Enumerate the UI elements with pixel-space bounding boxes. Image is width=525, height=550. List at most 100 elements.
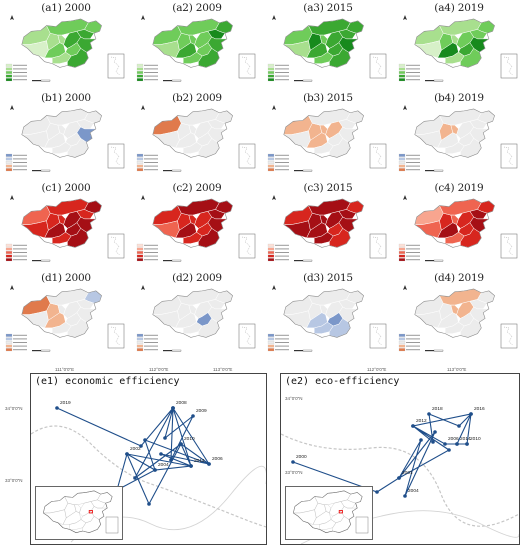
- legend-swatch: [5, 161, 13, 164]
- south-china-sea-inset: [500, 323, 518, 349]
- north-arrow-icon: [10, 15, 14, 20]
- legend-text-line: [13, 248, 27, 250]
- legend-text-line: [144, 248, 158, 250]
- china-outline: [152, 108, 233, 158]
- boundary-line: [281, 433, 519, 527]
- legend-swatch: [398, 348, 406, 352]
- trajectory-panel-eco: (e2) eco-efficiency 112°0'0"E 113°0'0"E …: [280, 367, 520, 545]
- map-panel: (d2) 2009: [135, 272, 259, 360]
- legend-swatch: [5, 243, 13, 247]
- legend-swatch: [5, 74, 13, 78]
- china-map: [398, 15, 518, 82]
- china-outline: [152, 288, 233, 338]
- map-panel-title: (b3) 2015: [303, 92, 353, 104]
- legend-swatch: [136, 333, 144, 337]
- legend-text-line: [144, 72, 158, 73]
- map-legend: [267, 63, 289, 82]
- south-china-sea-inset: [238, 143, 256, 169]
- legend-text-line: [144, 68, 158, 70]
- legend-swatch: [267, 337, 275, 341]
- map-panel: (c4) 2019: [397, 182, 521, 270]
- trajectory-point: [465, 442, 469, 446]
- north-arrow-icon: [403, 15, 407, 20]
- map-panel-title: (c1) 2000: [41, 182, 91, 194]
- map-panel: (a4) 2019: [397, 2, 521, 90]
- legend-text-line: [13, 342, 27, 343]
- year-label: 2008: [176, 401, 187, 406]
- map-panel: (a1) 2000: [4, 2, 128, 90]
- legend-swatch: [267, 78, 275, 82]
- south-china-sea-inset: [369, 323, 387, 349]
- trajectory-point: [169, 458, 173, 462]
- year-label: 2001: [402, 471, 413, 476]
- year-label: 2012: [416, 419, 427, 424]
- legend-swatch: [5, 247, 13, 251]
- legend-text-line: [275, 68, 289, 70]
- china-outline: [21, 108, 102, 158]
- china-outline: [283, 198, 364, 248]
- coord-label: 112°0'0"E: [367, 367, 387, 372]
- year-label: 2004: [158, 463, 169, 468]
- legend-swatch: [136, 153, 144, 157]
- trajectory-point: [153, 468, 157, 472]
- legend-text-line: [275, 244, 289, 246]
- map-panel: (b2) 2009: [135, 92, 259, 180]
- year-label: 2000: [296, 455, 307, 460]
- legend-text-line: [275, 342, 289, 343]
- legend-swatch: [136, 258, 144, 262]
- legend-text-line: [13, 255, 27, 257]
- map-legend: [398, 333, 420, 352]
- year-label: 2018: [432, 407, 443, 412]
- north-arrow-icon: [10, 105, 14, 110]
- map-panel: (c2) 2009: [135, 182, 259, 270]
- china-outline: [21, 288, 102, 338]
- map-panel-title: (a2) 2009: [172, 2, 222, 14]
- map-panel: (d1) 2000: [4, 272, 128, 360]
- map-panel-title: (d1) 2000: [41, 272, 91, 284]
- trajectory-point: [143, 438, 147, 442]
- map-panel-title: (b1) 2000: [41, 92, 91, 104]
- china-map: [398, 285, 518, 352]
- trajectory-point: [419, 438, 423, 442]
- legend-text-line: [13, 68, 27, 70]
- legend-text-line: [406, 169, 420, 171]
- legend-text-line: [13, 79, 27, 81]
- map-legend: [5, 63, 27, 82]
- legend-swatch: [267, 348, 275, 352]
- china-outline: [21, 198, 102, 248]
- legend-swatch: [398, 67, 406, 71]
- study-area-marker: [338, 510, 343, 514]
- map-panel: (b4) 2019: [397, 92, 521, 180]
- year-label: 2006: [212, 457, 223, 462]
- year-label: 2006: [448, 437, 459, 442]
- legend-text-line: [13, 154, 27, 156]
- north-arrow-icon: [141, 195, 145, 200]
- legend-text-line: [406, 165, 420, 167]
- map-panel: (a3) 2015: [266, 2, 390, 90]
- map-panel: (b1) 2000: [4, 92, 128, 180]
- legend-text-line: [144, 345, 158, 347]
- legend-text-line: [13, 165, 27, 167]
- legend-swatch: [5, 63, 13, 67]
- legend-text-line: [144, 154, 158, 156]
- legend-text-line: [144, 79, 158, 81]
- legend-swatch: [398, 251, 406, 254]
- legend-swatch: [5, 157, 13, 161]
- trajectory-point: [171, 406, 175, 410]
- north-arrow-icon: [141, 15, 145, 20]
- legend-swatch: [267, 243, 275, 247]
- trajectory-point: [207, 462, 211, 466]
- map-panel-title: (b2) 2009: [172, 92, 222, 104]
- legend-text-line: [13, 72, 27, 73]
- legend-text-line: [406, 79, 420, 81]
- map-legend: [398, 63, 420, 82]
- legend-swatch: [5, 254, 13, 258]
- legend-swatch: [267, 344, 275, 348]
- south-china-sea-inset: [238, 53, 256, 79]
- china-outline: [414, 108, 495, 158]
- north-arrow-icon: [403, 195, 407, 200]
- legend-swatch: [136, 74, 144, 78]
- trajectory-point: [455, 442, 459, 446]
- trajectory-point: [125, 452, 129, 456]
- legend-swatch: [267, 258, 275, 262]
